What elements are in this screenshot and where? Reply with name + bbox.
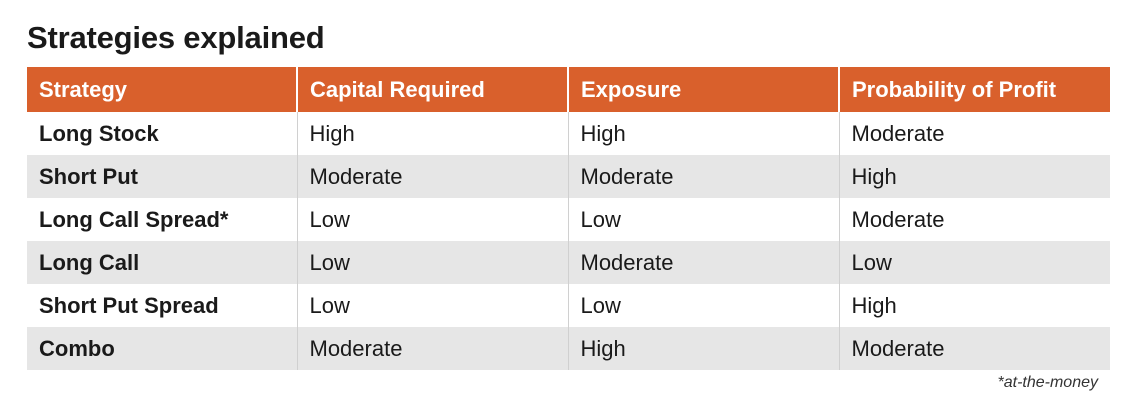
header-row: Strategy Capital Required Exposure Proba… bbox=[27, 67, 1110, 112]
cell-capital-required: Moderate bbox=[296, 155, 568, 198]
table-row: Long Call Spread* Low Low Moderate bbox=[27, 198, 1110, 241]
cell-capital-required: Moderate bbox=[296, 327, 568, 370]
cell-probability-of-profit: Low bbox=[838, 241, 1110, 284]
table-row: Combo Moderate High Moderate bbox=[27, 327, 1110, 370]
footnote: *at-the-money bbox=[997, 374, 1099, 391]
cell-capital-required: Low bbox=[296, 284, 568, 327]
header-probability-of-profit: Probability of Profit bbox=[838, 67, 1110, 112]
cell-strategy: Short Put Spread bbox=[27, 284, 297, 327]
cell-strategy: Combo bbox=[27, 327, 297, 370]
cell-capital-required: Low bbox=[296, 241, 568, 284]
cell-exposure: High bbox=[567, 327, 839, 370]
cell-exposure: Low bbox=[567, 284, 839, 327]
cell-capital-required: Low bbox=[296, 198, 568, 241]
cell-probability-of-profit: Moderate bbox=[838, 198, 1110, 241]
cell-exposure: Moderate bbox=[567, 155, 839, 198]
cell-exposure: Moderate bbox=[567, 241, 839, 284]
table-row: Long Stock High High Moderate bbox=[27, 112, 1110, 155]
cell-probability-of-profit: Moderate bbox=[838, 112, 1110, 155]
header-strategy: Strategy bbox=[27, 67, 297, 112]
cell-probability-of-profit: High bbox=[838, 284, 1110, 327]
cell-strategy: Long Call bbox=[27, 241, 297, 284]
cell-probability-of-profit: Moderate bbox=[838, 327, 1110, 370]
cell-strategy: Long Stock bbox=[27, 112, 297, 155]
table-row: Short Put Spread Low Low High bbox=[27, 284, 1110, 327]
table-row: Short Put Moderate Moderate High bbox=[27, 155, 1110, 198]
table-row: Long Call Low Moderate Low bbox=[27, 241, 1110, 284]
cell-exposure: Low bbox=[567, 198, 839, 241]
cell-probability-of-profit: High bbox=[838, 155, 1110, 198]
table-title: Strategies explained bbox=[27, 20, 325, 55]
cell-capital-required: High bbox=[296, 112, 568, 155]
strategies-table: Strategy Capital Required Exposure Proba… bbox=[27, 67, 1110, 370]
header-capital-required: Capital Required bbox=[296, 67, 568, 112]
cell-strategy: Long Call Spread* bbox=[27, 198, 297, 241]
cell-strategy: Short Put bbox=[27, 155, 297, 198]
header-exposure: Exposure bbox=[567, 67, 839, 112]
cell-exposure: High bbox=[567, 112, 839, 155]
